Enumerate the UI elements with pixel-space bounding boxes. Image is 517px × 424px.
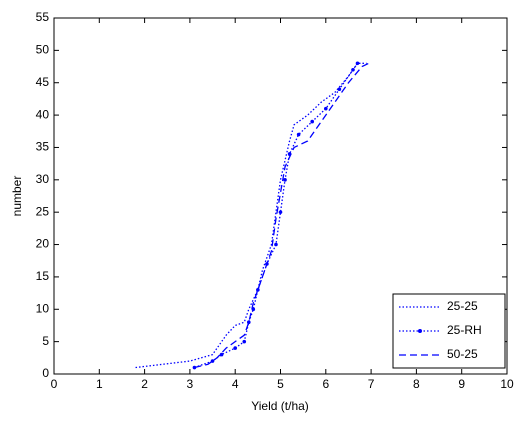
y-tick-label: 40 [36, 107, 50, 121]
y-tick-label: 55 [36, 10, 50, 24]
x-axis-label: Yield (t/ha) [251, 399, 309, 413]
legend-box [392, 293, 506, 369]
point [351, 67, 355, 72]
legend-label: 25-25 [447, 299, 478, 313]
point [355, 61, 360, 66]
point [296, 132, 301, 137]
point [283, 178, 287, 182]
y-tick-label: 35 [36, 140, 50, 154]
legend-label: 25-RH [447, 323, 482, 337]
point [219, 352, 224, 357]
series-line [194, 62, 370, 369]
y-tick-label: 50 [36, 43, 50, 57]
point [310, 119, 315, 124]
x-tick-label: 6 [322, 377, 329, 391]
x-tick-label: 7 [368, 377, 375, 391]
y-tick-label: 20 [36, 237, 50, 251]
y-axis-label: number [10, 176, 24, 217]
x-tick-label: 5 [277, 377, 284, 391]
y-tick-label: 30 [36, 172, 50, 186]
point [233, 346, 237, 350]
x-tick-label: 1 [96, 377, 103, 391]
x-tick-label: 8 [413, 377, 420, 391]
point [337, 87, 342, 91]
y-tick-label: 45 [36, 75, 50, 89]
x-tick-label: 10 [500, 377, 514, 391]
y-tick-label: 10 [36, 301, 50, 315]
x-tick-label: 4 [232, 377, 239, 391]
point [278, 210, 283, 214]
y-tick-label: 15 [36, 269, 50, 283]
point [274, 242, 278, 247]
point [242, 339, 247, 344]
y-tick-label: 5 [42, 334, 49, 348]
series-line [135, 62, 367, 369]
x-tick-label: 9 [458, 377, 465, 391]
x-tick-label: 0 [51, 377, 58, 391]
point [210, 359, 215, 363]
point [246, 320, 251, 325]
y-tick-label: 0 [42, 366, 49, 380]
x-tick-label: 2 [141, 377, 148, 391]
point [324, 106, 328, 111]
y-tick-label: 25 [36, 204, 50, 218]
point [256, 288, 260, 292]
legend-label: 50-25 [447, 347, 478, 361]
legend-marker [418, 329, 422, 333]
x-tick-label: 3 [187, 377, 194, 391]
